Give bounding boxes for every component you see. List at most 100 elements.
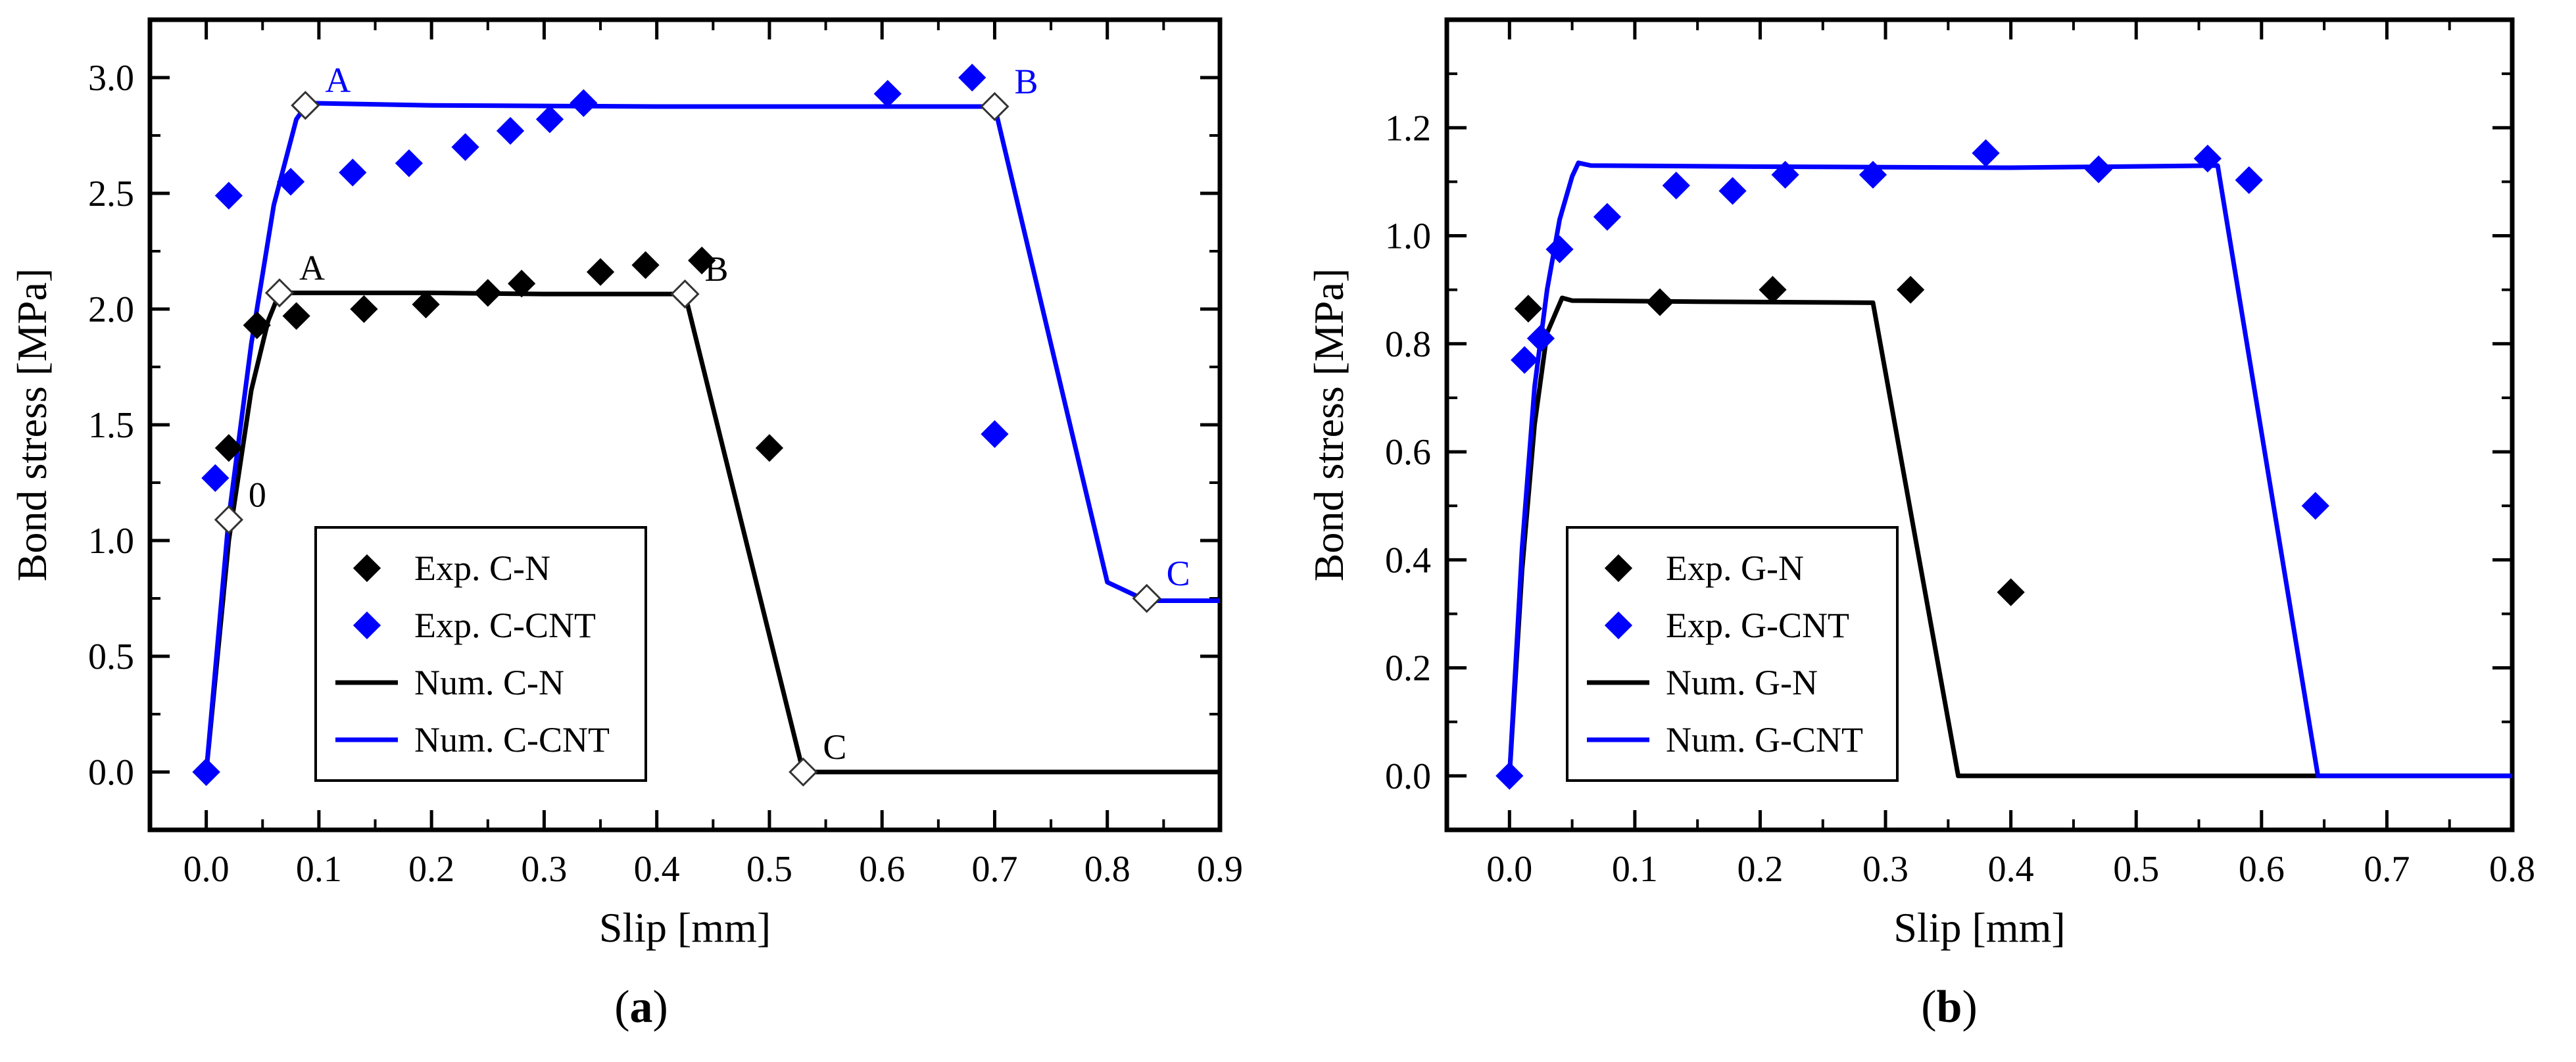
data-point <box>958 63 986 92</box>
annotation-label: B <box>1014 62 1038 101</box>
annotation-marker <box>670 279 700 309</box>
panel-caption: (b) <box>1921 982 1978 1032</box>
legend-marker <box>1604 611 1633 640</box>
x-tick-label: 0.3 <box>521 849 567 890</box>
x-tick-label: 0.6 <box>2239 849 2285 890</box>
data-point <box>192 758 220 786</box>
y-tick-label: 0.2 <box>1385 648 1431 689</box>
data-point <box>1526 324 1555 352</box>
x-tick-label: 0.8 <box>1084 849 1130 890</box>
legend-marker <box>352 611 381 640</box>
data-point <box>981 420 1009 448</box>
data-point <box>1495 761 1524 790</box>
x-tick-label: 0.5 <box>2113 849 2159 890</box>
annotation-marker <box>1132 583 1161 614</box>
y-tick-label: 1.5 <box>88 405 134 446</box>
legend-marker <box>352 554 381 583</box>
legend-marker <box>1604 554 1633 583</box>
x-tick-label: 0.0 <box>1486 849 1532 890</box>
annotation-label: C <box>823 727 846 767</box>
data-point <box>508 270 536 298</box>
data-point <box>282 302 310 330</box>
data-point <box>1759 276 1787 304</box>
x-tick-label: 0.4 <box>634 849 680 890</box>
y-tick-label: 1.0 <box>88 521 134 562</box>
data-point <box>2193 144 2222 173</box>
data-point <box>201 464 230 493</box>
legend: Exp. C-N Exp. C-CNT Num. C-N Num. C-CNT <box>314 526 647 782</box>
data-point <box>586 258 615 286</box>
data-point <box>570 89 598 117</box>
x-axis-title: Slip [mm] <box>1893 904 2065 951</box>
caption-letter: a <box>630 982 653 1032</box>
plot-frame <box>1444 17 2515 833</box>
x-tick-label: 0.9 <box>1197 849 1243 890</box>
y-tick-label: 2.5 <box>88 174 134 214</box>
data-point <box>496 116 525 145</box>
legend-label: Exp. G-N <box>1666 548 1804 588</box>
data-point <box>755 434 784 462</box>
data-point <box>2235 166 2263 195</box>
data-point <box>2084 155 2113 183</box>
data-point <box>339 158 367 187</box>
data-point <box>214 434 243 462</box>
data-point <box>474 279 502 307</box>
y-tick-label: 3.0 <box>88 58 134 99</box>
data-point <box>1514 295 1543 323</box>
y-tick-label: 2.0 <box>88 289 134 330</box>
data-point <box>873 80 902 108</box>
data-point <box>451 133 479 161</box>
data-point <box>1997 578 2025 606</box>
data-point <box>1859 160 1887 189</box>
x-tick-label: 0.1 <box>296 849 342 890</box>
x-axis-title: Slip [mm] <box>599 904 771 951</box>
y-tick-label: 0.0 <box>88 752 134 793</box>
data-point <box>1718 177 1747 205</box>
caption-close: ) <box>653 982 668 1032</box>
x-tick-label: 0.7 <box>2364 849 2410 890</box>
data-point <box>1662 172 1690 200</box>
x-tick-label: 0.0 <box>183 849 230 890</box>
series-line-num-c-n <box>204 290 1220 775</box>
legend-label: Num. G-N <box>1666 663 1818 702</box>
data-point <box>214 181 243 210</box>
data-point <box>1645 288 1674 316</box>
data-point <box>395 149 424 178</box>
annotation-label: 0 <box>249 475 266 514</box>
data-point <box>276 168 305 196</box>
y-axis-title: Bond stress [MPa] <box>9 268 55 581</box>
annotation-label: C <box>1167 554 1190 593</box>
x-tick-label: 0.8 <box>2489 849 2535 890</box>
y-tick-label: 1.2 <box>1385 108 1431 149</box>
x-tick-label: 0.2 <box>408 849 454 890</box>
y-tick-label: 0.6 <box>1385 432 1431 473</box>
x-tick-label: 0.6 <box>859 849 905 890</box>
legend-label: Exp. G-CNT <box>1666 606 1849 645</box>
data-point <box>350 295 378 324</box>
y-tick-label: 0.4 <box>1385 540 1431 581</box>
caption-letter: b <box>1937 982 1962 1032</box>
data-point <box>1972 139 2000 167</box>
y-tick-label: 0.8 <box>1385 324 1431 365</box>
data-point <box>1771 160 1799 189</box>
series-line-num-c-cnt <box>204 101 1220 773</box>
legend-label: Exp. C-CNT <box>414 606 596 645</box>
legend: Exp. G-N Exp. G-CNT Num. G-N Num. G-CNT <box>1566 526 1899 782</box>
panel-caption: (a) <box>614 982 668 1032</box>
annotation-marker <box>789 757 818 787</box>
legend-label: Num. C-CNT <box>414 720 610 760</box>
chart-panel-a: 0.0 0.1 0.2 0.3 0.4 0.5 0.6 0.7 0.8 0.9 0.0 0.5 1.0 1… <box>9 17 1243 1032</box>
caption-open: ( <box>1921 982 1936 1032</box>
data-point <box>1897 276 1925 304</box>
annotation-label: A <box>325 60 351 100</box>
data-point <box>1545 235 1574 264</box>
data-point <box>1593 203 1622 231</box>
y-tick-label: 0.0 <box>1385 756 1431 797</box>
data-layer <box>192 63 1220 786</box>
data-point <box>535 105 564 133</box>
data-point <box>631 251 660 279</box>
x-tick-label: 0.2 <box>1737 849 1783 890</box>
x-tick-label: 0.5 <box>746 849 792 890</box>
legend-label: Num. C-N <box>414 663 564 702</box>
legend-label: Exp. C-N <box>414 548 550 588</box>
